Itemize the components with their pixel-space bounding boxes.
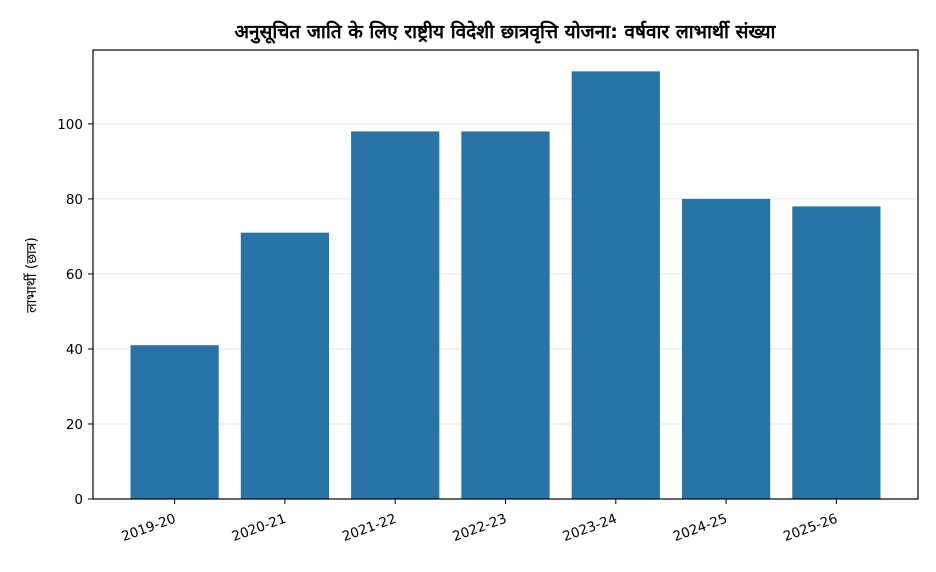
bar — [240, 232, 330, 500]
y-axis-ticks: 0 20 40 60 80 100 — [57, 117, 93, 508]
chart-title: अनुसूचित जाति के लिए राष्ट्रीय विदेशी छा… — [235, 20, 777, 44]
bar — [130, 345, 219, 499]
bar — [571, 71, 660, 499]
bar — [351, 131, 440, 500]
bar — [461, 131, 550, 500]
y-tick-label: 80 — [66, 192, 83, 208]
y-tick-label: 60 — [66, 267, 83, 283]
y-axis-label: लाभार्थी (छात्र) — [23, 237, 40, 313]
y-tick-label: 40 — [66, 342, 83, 358]
bars — [130, 71, 881, 500]
y-tick-label: 100 — [57, 117, 83, 133]
y-tick-label: 0 — [74, 492, 83, 508]
bar — [681, 198, 771, 500]
y-tick-label: 20 — [66, 417, 83, 433]
bar — [792, 206, 881, 499]
